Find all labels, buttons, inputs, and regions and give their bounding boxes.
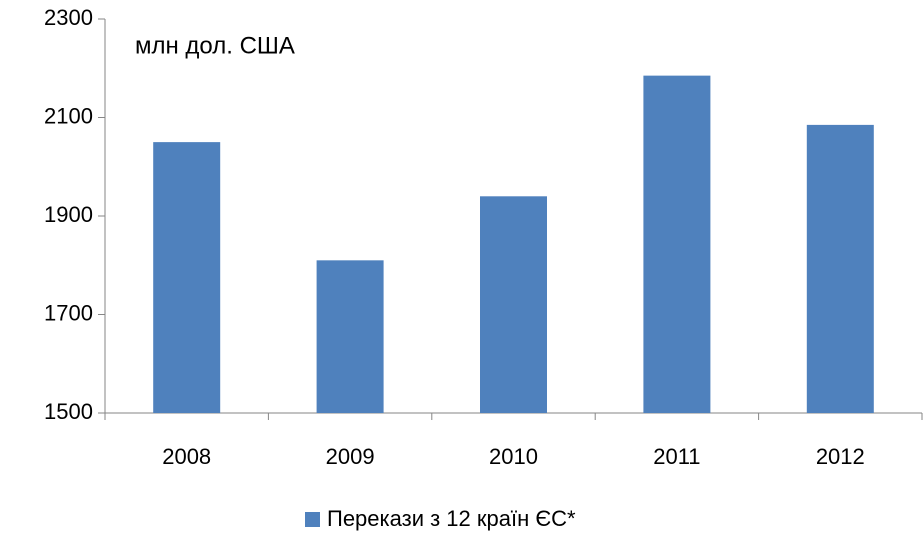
bar xyxy=(806,124,874,413)
chart-subtitle: млн дол. США xyxy=(135,32,295,59)
y-tick-label: 1700 xyxy=(44,300,93,325)
x-tick-label: 2010 xyxy=(489,444,538,469)
y-tick-label: 2100 xyxy=(44,103,93,128)
x-tick-label: 2011 xyxy=(653,444,700,469)
y-tick-label: 2300 xyxy=(44,5,93,30)
bar xyxy=(316,260,384,413)
y-tick-label: 1900 xyxy=(44,202,93,227)
bar xyxy=(480,196,547,413)
bar xyxy=(643,75,711,413)
legend-label: Перекази з 12 країн ЄС* xyxy=(327,506,576,531)
y-tick-label: 1500 xyxy=(44,399,93,424)
legend-swatch xyxy=(305,512,320,527)
bar xyxy=(153,142,221,413)
x-tick-label: 2012 xyxy=(816,444,865,469)
x-tick-label: 2009 xyxy=(326,444,375,469)
x-tick-label: 2008 xyxy=(162,444,211,469)
